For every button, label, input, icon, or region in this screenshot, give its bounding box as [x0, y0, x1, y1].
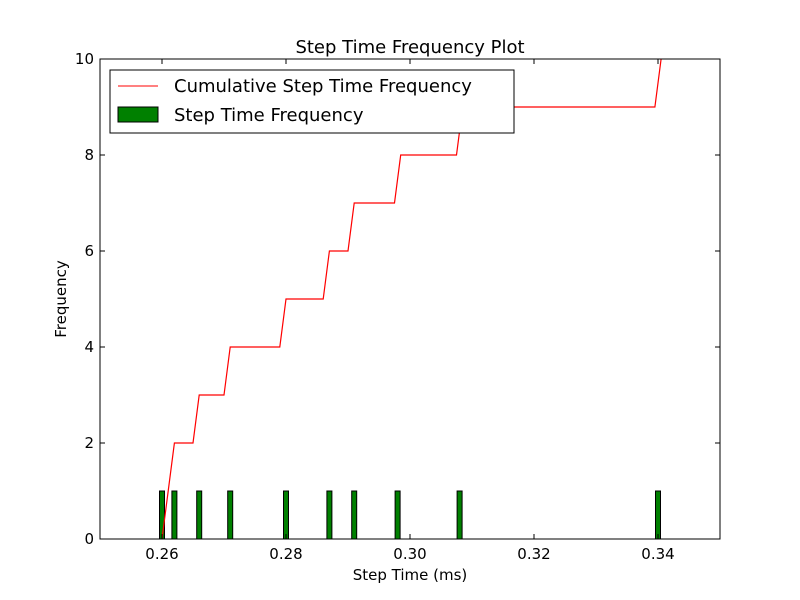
x-axis-label: Step Time (ms) [353, 566, 468, 584]
legend: Cumulative Step Time Frequency Step Time… [109, 69, 515, 134]
x-tick-label-4: 0.34 [641, 545, 674, 563]
y-axis-label: Frequency [52, 260, 70, 338]
chart-title: Step Time Frequency Plot [295, 37, 524, 58]
frequency-bar-2 [196, 490, 203, 540]
legend-box [109, 69, 515, 134]
y-tick-label-1: 2 [84, 434, 94, 452]
frequency-bar-8 [456, 490, 463, 540]
y-tick-label-5: 10 [75, 50, 94, 68]
frequency-bar-5 [326, 490, 333, 540]
legend-swatch-frequency-bar [117, 106, 159, 123]
y-tick-label-2: 4 [84, 338, 94, 356]
frequency-bar-9 [655, 490, 661, 540]
frequency-bar-3 [227, 490, 234, 540]
plot-area: 0.26 0.28 0.30 0.32 0.34 0 2 4 6 8 10 [75, 50, 721, 563]
y-tick-label-3: 6 [84, 242, 94, 260]
legend-label-frequency: Step Time Frequency [174, 105, 364, 126]
cumulative-frequency-line [161, 59, 662, 539]
legend-label-cumulative: Cumulative Step Time Frequency [174, 76, 472, 97]
y-tick-label-0: 0 [84, 530, 94, 548]
x-tick-label-2: 0.30 [393, 545, 426, 563]
frequency-bar-0 [159, 490, 165, 540]
x-tick-label-1: 0.28 [269, 545, 302, 563]
frequency-bar-1 [171, 490, 178, 540]
frequency-bar-7 [394, 490, 401, 540]
x-tick-label-0: 0.26 [145, 545, 178, 563]
frequency-bar-4 [283, 490, 289, 540]
y-tick-label-4: 8 [84, 146, 94, 164]
frequency-bar-6 [351, 490, 358, 540]
x-tick-label-3: 0.32 [517, 545, 550, 563]
